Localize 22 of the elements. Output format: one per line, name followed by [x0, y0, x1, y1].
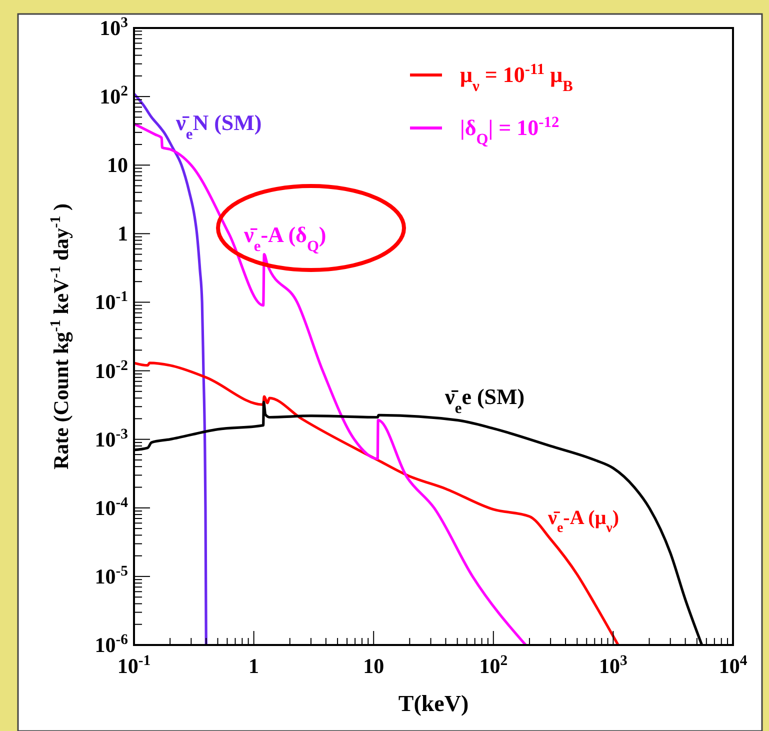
- legend-label: |δ$_{Q}$| = 10$^{-12}$: [460, 114, 560, 148]
- y-tick-label: 10$^{-1}$: [94, 289, 128, 314]
- y-tick-label: 10$^{-4}$: [94, 494, 129, 520]
- annotation: ν̄$_{e}$-A (δ$_{Q}$): [243, 222, 326, 254]
- x-tick-label: 10: [363, 654, 384, 678]
- y-tick-label: 1: [118, 222, 128, 246]
- annotation: ν̄$_{e}$-A (μ$_{ν}$): [547, 507, 620, 536]
- y-tick-label: 10$^{-3}$: [94, 426, 128, 452]
- x-tick-label: 10$^{3}$: [599, 653, 628, 678]
- x-tick-label: 10$^{4}$: [718, 653, 748, 678]
- y-tick-label: 10$^{3}$: [100, 15, 128, 40]
- y-tick-label: 10$^{-6}$: [94, 632, 128, 657]
- x-tick-label: 1: [248, 654, 260, 678]
- y-tick-label: 10$^{2}$: [100, 84, 128, 109]
- x-axis-title: T(keV): [398, 691, 469, 716]
- legend-label: μ$_{ν}$ = 10$^{-11}$ μ$_{B}$: [460, 60, 573, 94]
- y-tick-label: 10: [107, 153, 128, 178]
- y-tick-label: 10$^{-5}$: [94, 563, 128, 588]
- x-tick-label: 10$^{2}$: [479, 653, 508, 678]
- series-label: ν̄$_{e}$e (SM): [444, 384, 525, 416]
- series-label: ν̄$_{e}$N (SM): [175, 110, 262, 142]
- y-tick-label: 10$^{-2}$: [94, 358, 128, 383]
